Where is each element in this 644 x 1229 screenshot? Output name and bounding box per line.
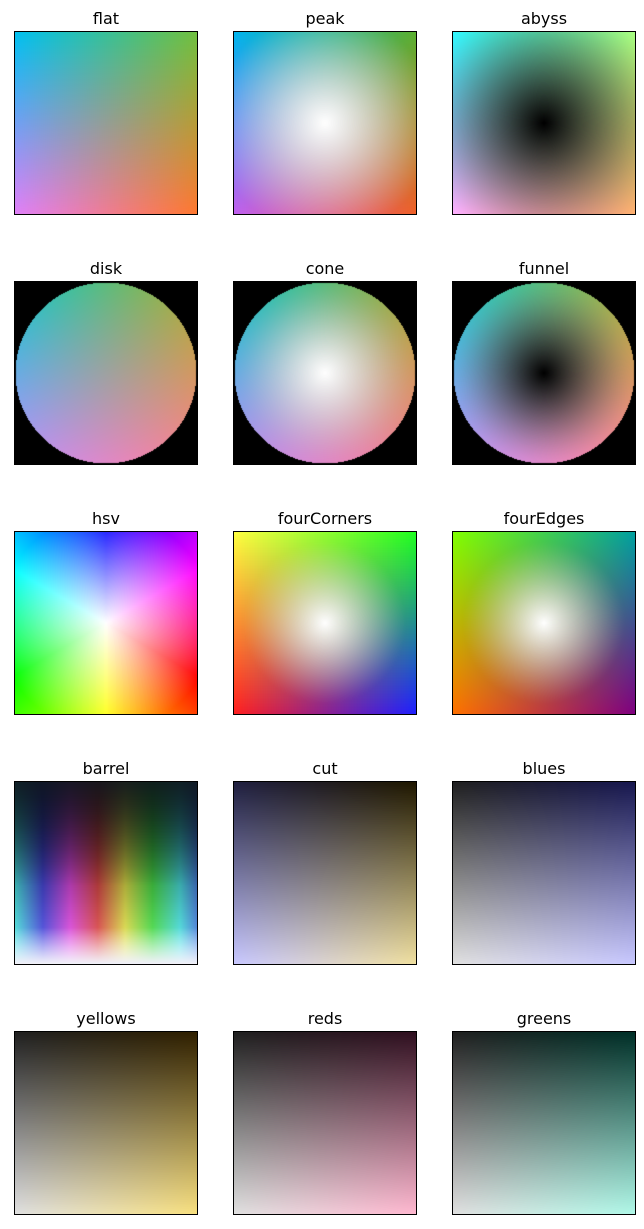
colormap-canvas (15, 32, 197, 214)
colormap-image (14, 531, 198, 715)
colormap-canvas (15, 782, 197, 964)
colormap-canvas (15, 282, 197, 464)
colormap-image (14, 1031, 198, 1215)
colormap-canvas (15, 1032, 197, 1214)
colormap-canvas (234, 282, 416, 464)
panel-title: reds (307, 1009, 343, 1028)
colormap-canvas (453, 32, 635, 214)
colormap-image (233, 1031, 417, 1215)
colormap-image (452, 1031, 636, 1215)
colormap-canvas (234, 32, 416, 214)
panel-title: fourEdges (503, 509, 585, 528)
panel-title: fourCorners (277, 509, 373, 528)
panel-title: flat (92, 9, 120, 28)
colormap-image (14, 781, 198, 965)
panel-title: peak (305, 9, 345, 28)
colormap-image (14, 281, 198, 465)
panel-title: barrel (82, 759, 130, 778)
colormap-image (233, 31, 417, 215)
panel-title: cone (305, 259, 345, 278)
panel-title: cut (312, 759, 338, 778)
colormap-image (14, 31, 198, 215)
colormap-canvas (234, 532, 416, 714)
colormap-canvas (234, 1032, 416, 1214)
colormap-canvas (453, 282, 635, 464)
panel-title: disk (89, 259, 123, 278)
colormap-canvas (453, 782, 635, 964)
colormap-image (233, 281, 417, 465)
colormap-canvas (234, 782, 416, 964)
panel-title: abyss (520, 9, 568, 28)
panel-title: yellows (76, 1009, 136, 1028)
colormap-image (452, 31, 636, 215)
colormap-image (233, 781, 417, 965)
colormap-image (452, 531, 636, 715)
panel-title: greens (516, 1009, 572, 1028)
panel-title: blues (522, 759, 566, 778)
colormap-canvas (453, 1032, 635, 1214)
colormap-canvas (15, 532, 197, 714)
colormap-image (233, 531, 417, 715)
colormap-image (452, 281, 636, 465)
colormap-image (452, 781, 636, 965)
colormap-canvas (453, 532, 635, 714)
panel-title: hsv (92, 509, 120, 528)
panel-title: funnel (518, 259, 570, 278)
